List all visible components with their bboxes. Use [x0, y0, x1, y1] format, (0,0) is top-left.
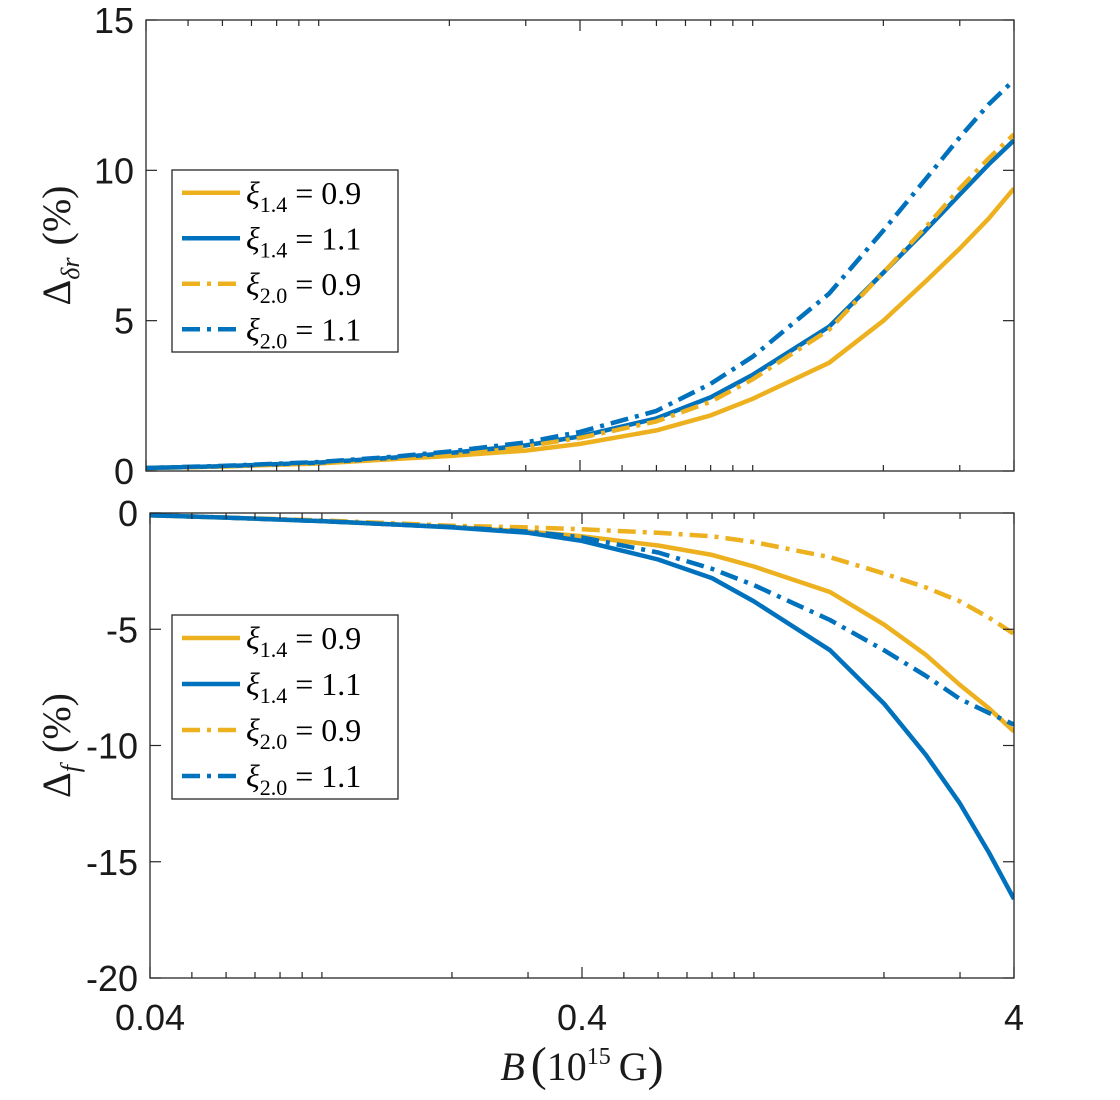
series-line-4 [146, 78, 1014, 471]
series-line-3 [150, 513, 1014, 636]
legend-box [171, 614, 399, 800]
x-axis-label: B (1015 G) [500, 1038, 663, 1091]
x-tick-label: 4 [1004, 997, 1024, 1038]
y-axis-label: Δδr(%) [34, 186, 85, 306]
y-tick-label: -15 [86, 842, 138, 883]
x-tick-label: 0.4 [557, 997, 607, 1038]
y-tick-label: 5 [114, 301, 134, 342]
legend-entry-label: ξ1.4 = 0.9 [246, 620, 361, 662]
y-axis-label: Δf(%) [34, 693, 85, 798]
x-ticks [145, 20, 1015, 471]
legend: ξ1.4 = 0.9ξ1.4 = 1.1ξ2.0 = 0.9ξ2.0 = 1.1 [171, 169, 399, 353]
y-tick-label: -5 [106, 609, 138, 650]
series-line-2 [146, 138, 1014, 471]
x-tick-label: 0.04 [115, 997, 185, 1038]
top-panel: 0 5 10 15 Δδr(%) ξ1.4 = 0.9ξ1.4 = 1.1ξ2.0 = 0.9ξ… [34, 0, 1015, 492]
legend-entry-label: ξ1.4 = 1.1 [246, 666, 361, 708]
y-tick-label: 10 [94, 150, 134, 191]
bottom-panel: 0 -5 -10 -15 -200.04 0.4 4 Δf(%) B (1015 G) ξ1.4 = 0… [34, 493, 1024, 1091]
series-line-2 [150, 513, 1014, 901]
legend-box [171, 169, 399, 353]
series-group [146, 78, 1014, 471]
y-tick-label: 0 [114, 451, 134, 492]
legend-entry-label: ξ2.0 = 0.9 [246, 712, 361, 754]
legend-entry-label: ξ1.4 = 1.1 [246, 220, 361, 262]
legend-entry-label: ξ2.0 = 1.1 [246, 311, 361, 353]
x-ticks [149, 513, 1015, 978]
y-tick-label: -10 [86, 726, 138, 767]
y-tick-label: 0 [118, 493, 138, 534]
series-line-3 [146, 132, 1014, 471]
legend-entry-label: ξ1.4 = 0.9 [246, 175, 361, 217]
y-tick-label: 15 [94, 0, 134, 41]
legend-entry-label: ξ2.0 = 0.9 [246, 266, 361, 308]
legend: ξ1.4 = 0.9ξ1.4 = 1.1ξ2.0 = 0.9ξ2.0 = 1.1 [171, 614, 399, 800]
y-tick-label: -20 [86, 958, 138, 999]
legend-entry-label: ξ2.0 = 1.1 [246, 758, 361, 800]
series-group [150, 513, 1014, 901]
